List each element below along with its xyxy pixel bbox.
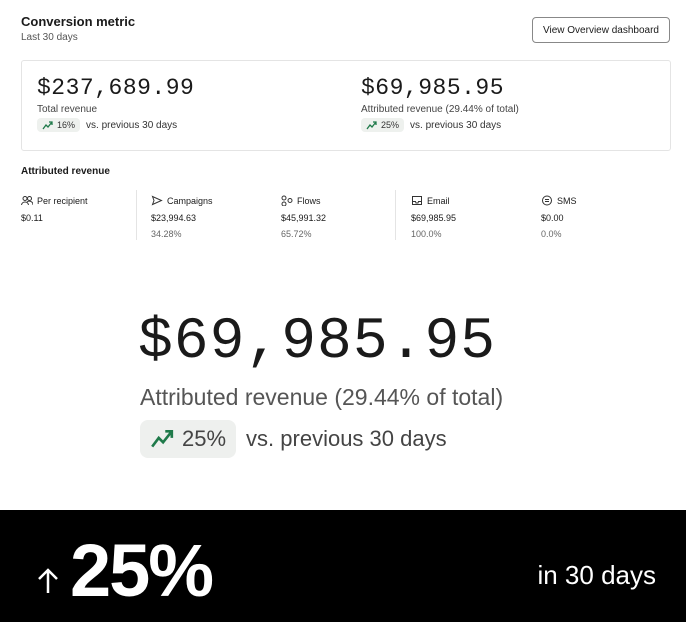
- attributed-item: Flows $45,991.32 65.72%: [281, 195, 326, 239]
- trend-icon: [151, 430, 174, 448]
- metric: $69,985.95 Attributed revenue (29.44% of…: [361, 75, 519, 132]
- metric-label: Attributed revenue (29.44% of total): [361, 104, 519, 115]
- change-value: 25%: [182, 426, 227, 451]
- metric-label: Total revenue: [37, 104, 98, 115]
- item-value: $69,985.95: [411, 213, 457, 223]
- item-share: 34.28%: [151, 229, 182, 239]
- page-title: Conversion metric: [21, 14, 136, 29]
- item-value: $0.00: [541, 213, 564, 223]
- overview-button[interactable]: View Overview dashboard: [532, 17, 670, 43]
- item-header: Email: [411, 195, 456, 206]
- item-share: 0.0%: [541, 229, 562, 239]
- item-value: $0.11: [21, 213, 43, 223]
- item-value: $45,991.32: [281, 213, 327, 223]
- zoom-label: Attributed revenue (29.44% of total): [140, 384, 504, 410]
- item-icon: [281, 195, 293, 206]
- banner-value: 25%: [70, 529, 214, 612]
- zoom-change: 25% vs. previous 30 days: [140, 420, 447, 458]
- change-comparison: vs. previous 30 days: [246, 426, 447, 451]
- item-value: $23,994.63: [151, 213, 197, 223]
- zoom-badge: 25%: [140, 420, 237, 458]
- metric: $237,689.99 Total revenue 16% vs. previo…: [37, 75, 194, 132]
- item-header: Campaigns: [151, 195, 213, 206]
- attributed-item: Campaigns $23,994.63 34.28%: [151, 195, 213, 240]
- banner: 25% in 30 days: [0, 510, 686, 622]
- banner-caption: in 30 days: [537, 560, 656, 590]
- item-label: SMS: [557, 195, 577, 206]
- summary-card: $237,689.99 Total revenue 16% vs. previo…: [21, 60, 671, 151]
- change-badge: 16%: [37, 118, 81, 132]
- item-header: Flows: [281, 195, 326, 206]
- metric-change: 16% vs. previous 30 days: [37, 118, 194, 132]
- item-label: Email: [427, 195, 450, 206]
- change-badge: 25%: [361, 118, 405, 132]
- item-header: SMS: [541, 195, 577, 206]
- item-share: 100.0%: [411, 229, 442, 239]
- attributed-item: Per recipient $0.11: [21, 195, 88, 224]
- divider: [395, 190, 396, 240]
- change-value: 25%: [381, 120, 400, 130]
- zoom-value: $69,985.95: [138, 310, 497, 375]
- metric-value: $69,985.95: [361, 75, 505, 101]
- item-share: 65.72%: [281, 229, 312, 239]
- page-subtitle: Last 30 days: [21, 32, 78, 43]
- metric-change: 25% vs. previous 30 days: [361, 118, 519, 132]
- change-comparison: vs. previous 30 days: [410, 119, 502, 131]
- item-icon: [542, 195, 552, 206]
- change-value: 16%: [57, 120, 76, 130]
- trend-icon: [42, 120, 53, 129]
- item-icon: [412, 196, 422, 205]
- item-icon: [151, 195, 163, 206]
- item-label: Flows: [297, 195, 321, 206]
- item-header: Per recipient: [21, 195, 88, 206]
- item-label: Campaigns: [167, 195, 213, 206]
- trend-icon: [366, 120, 377, 129]
- divider: [136, 190, 137, 240]
- item-icon: [21, 196, 33, 206]
- attributed-item: Email $69,985.95 100.0%: [411, 195, 457, 240]
- attributed-item: SMS $0.00 0.0%: [541, 195, 577, 239]
- change-comparison: vs. previous 30 days: [86, 119, 178, 131]
- item-label: Per recipient: [37, 195, 88, 206]
- up-arrow: [38, 568, 58, 593]
- section-title: Attributed revenue: [21, 166, 110, 177]
- metric-value: $237,689.99: [37, 75, 195, 101]
